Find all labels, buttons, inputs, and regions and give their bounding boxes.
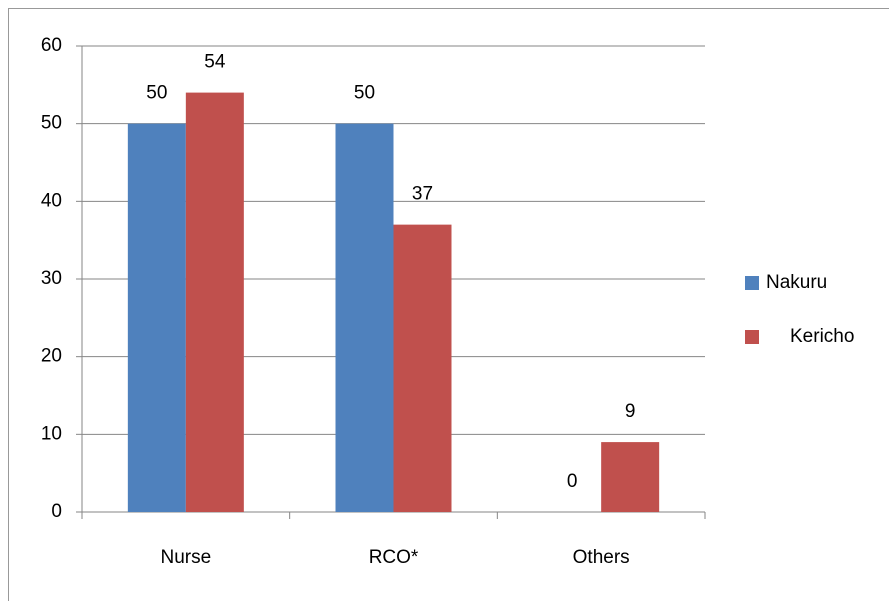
legend-label: Nakuru — [766, 272, 827, 293]
data-label: 0 — [567, 471, 578, 492]
bar — [335, 123, 394, 513]
data-label: 9 — [625, 401, 636, 422]
bar — [127, 123, 186, 513]
data-label: 50 — [146, 83, 167, 104]
x-tick-label: RCO* — [369, 547, 419, 568]
y-tick-label: 10 — [41, 423, 62, 444]
legend-swatch — [745, 276, 759, 290]
legend-label: Kericho — [790, 326, 854, 347]
y-tick-label: 20 — [41, 346, 62, 367]
chart-frame — [8, 8, 889, 601]
y-tick-label: 60 — [41, 35, 62, 56]
data-label: 37 — [412, 184, 433, 205]
bar — [185, 92, 244, 512]
y-tick-label: 50 — [41, 113, 62, 134]
x-tick-label: Others — [573, 547, 630, 568]
data-label: 50 — [354, 83, 375, 104]
bar — [393, 224, 452, 512]
y-tick-label: 30 — [41, 268, 62, 289]
y-tick-label: 40 — [41, 190, 62, 211]
x-tick-label: Nurse — [160, 547, 211, 568]
y-tick-label: 0 — [51, 501, 62, 522]
legend-swatch — [745, 330, 759, 344]
bar — [601, 442, 660, 512]
data-label: 54 — [204, 52, 226, 73]
